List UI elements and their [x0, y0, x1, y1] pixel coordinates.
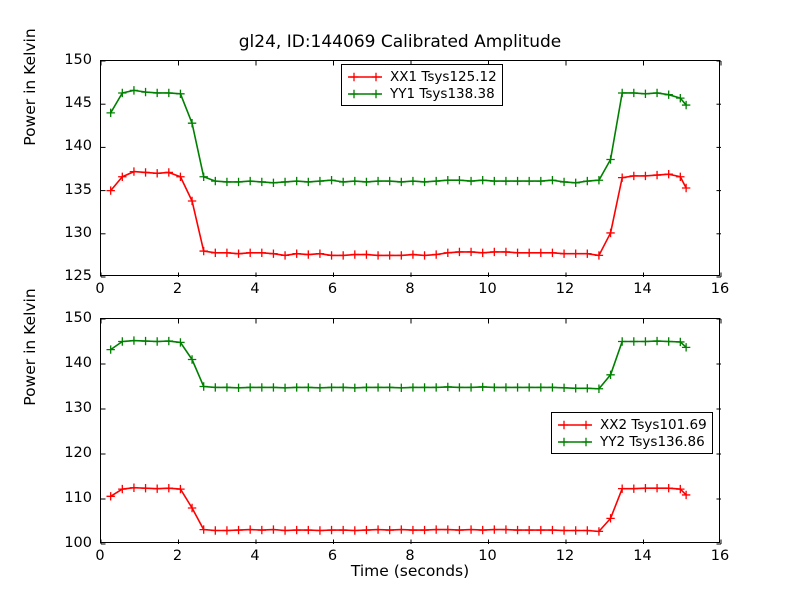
- xtick-label: 14: [633, 548, 652, 564]
- ytick-label: 120: [64, 445, 92, 461]
- bottom-panel-xlabel: Time (seconds): [350, 562, 470, 580]
- xtick-label: 10: [478, 548, 497, 564]
- legend-line-sample: [558, 437, 592, 446]
- ytick-label: 140: [64, 138, 92, 155]
- legend-entry: XX2 Tsys101.69: [556, 416, 707, 433]
- legend-label: XX1 Tsys125.12: [390, 68, 497, 85]
- legend-label: YY2 Tsys136.86: [600, 433, 705, 450]
- xtick-label: 8: [405, 281, 415, 297]
- xtick-label: 12: [555, 281, 575, 297]
- ytick-label: 100: [64, 535, 92, 551]
- xtick-label: 6: [327, 281, 338, 297]
- xtick-label: 8: [405, 548, 415, 564]
- ytick-label: 125: [64, 268, 92, 284]
- legend-line-sample: [348, 72, 382, 81]
- xtick-label: 14: [633, 281, 652, 297]
- xtick-label: 2: [172, 548, 183, 564]
- ytick-label: 110: [64, 490, 92, 506]
- ytick-label: 130: [64, 224, 92, 241]
- data-series-line: [110, 339, 687, 390]
- top-panel-legend: XX1 Tsys125.12 YY1 Tsys138.38: [341, 64, 503, 106]
- legend-label: YY1 Tsys138.38: [390, 85, 495, 102]
- bottom-panel-ylabel: Power in Kelvin: [21, 288, 39, 406]
- legend-line-sample: [558, 420, 592, 429]
- legend-line-sample: [348, 89, 382, 98]
- top-panel-ylabel: Power in Kelvin: [21, 28, 39, 146]
- xtick-label: 16: [710, 281, 730, 297]
- xtick-label: 4: [250, 281, 260, 297]
- ytick-label: 140: [64, 355, 92, 371]
- xtick-label: 0: [95, 548, 105, 564]
- legend-entry: YY2 Tsys136.86: [556, 433, 707, 450]
- xtick-label: 16: [710, 548, 730, 564]
- top-panel-plot: [100, 60, 722, 278]
- xtick-label: 2: [172, 281, 183, 297]
- xtick-label: 12: [555, 548, 575, 564]
- xtick-label: 6: [327, 548, 338, 564]
- ytick-label: 150: [64, 52, 92, 68]
- legend-label: XX2 Tsys101.69: [600, 416, 707, 433]
- xtick-label: 0: [95, 281, 105, 297]
- ytick-label: 135: [64, 181, 92, 198]
- ytick-label: 150: [64, 310, 92, 326]
- ytick-label: 130: [64, 400, 92, 416]
- figure-title: gl24, ID:144069 Calibrated Amplitude: [238, 32, 562, 52]
- data-series-line: [110, 486, 687, 533]
- bottom-panel-legend: XX2 Tsys101.69 YY2 Tsys136.86: [551, 412, 713, 454]
- xtick-label: 10: [478, 281, 497, 297]
- bottom-panel-plot: [100, 318, 722, 545]
- xtick-label: 4: [250, 548, 260, 564]
- legend-entry: YY1 Tsys138.38: [346, 85, 497, 102]
- data-series-line: [110, 170, 687, 257]
- legend-entry: XX1 Tsys125.12: [346, 68, 497, 85]
- ytick-label: 145: [64, 95, 92, 112]
